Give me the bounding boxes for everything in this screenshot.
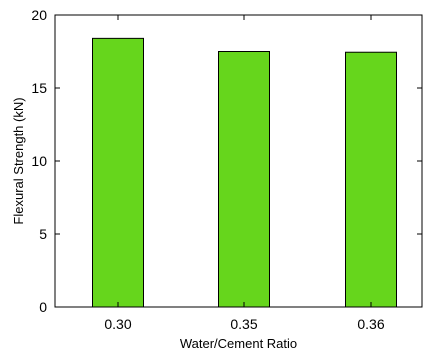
bar-0.35 [218, 51, 270, 308]
x-axis-title: Water/Cement Ratio [180, 336, 297, 351]
y-tick-label: 20 [31, 7, 47, 23]
ticks-layer [55, 14, 422, 308]
y-tick-label: 0 [39, 299, 47, 315]
x-tick-label: 0.35 [230, 316, 257, 332]
bar-0.30 [92, 37, 144, 308]
y-tick-label: 10 [31, 153, 47, 169]
y-axis-title: Flexural Strength (kN) [11, 97, 26, 224]
x-tick-label: 0.30 [104, 316, 131, 332]
x-tick-label: 0.36 [357, 316, 384, 332]
tick-labels-layer: 0 5 10 15 20 0.30 0.35 0.36 [31, 7, 384, 332]
y-tick-label: 5 [39, 226, 47, 242]
bars-layer [92, 37, 397, 308]
y-tick-label: 15 [31, 80, 47, 96]
bar-0.36 [345, 51, 397, 308]
